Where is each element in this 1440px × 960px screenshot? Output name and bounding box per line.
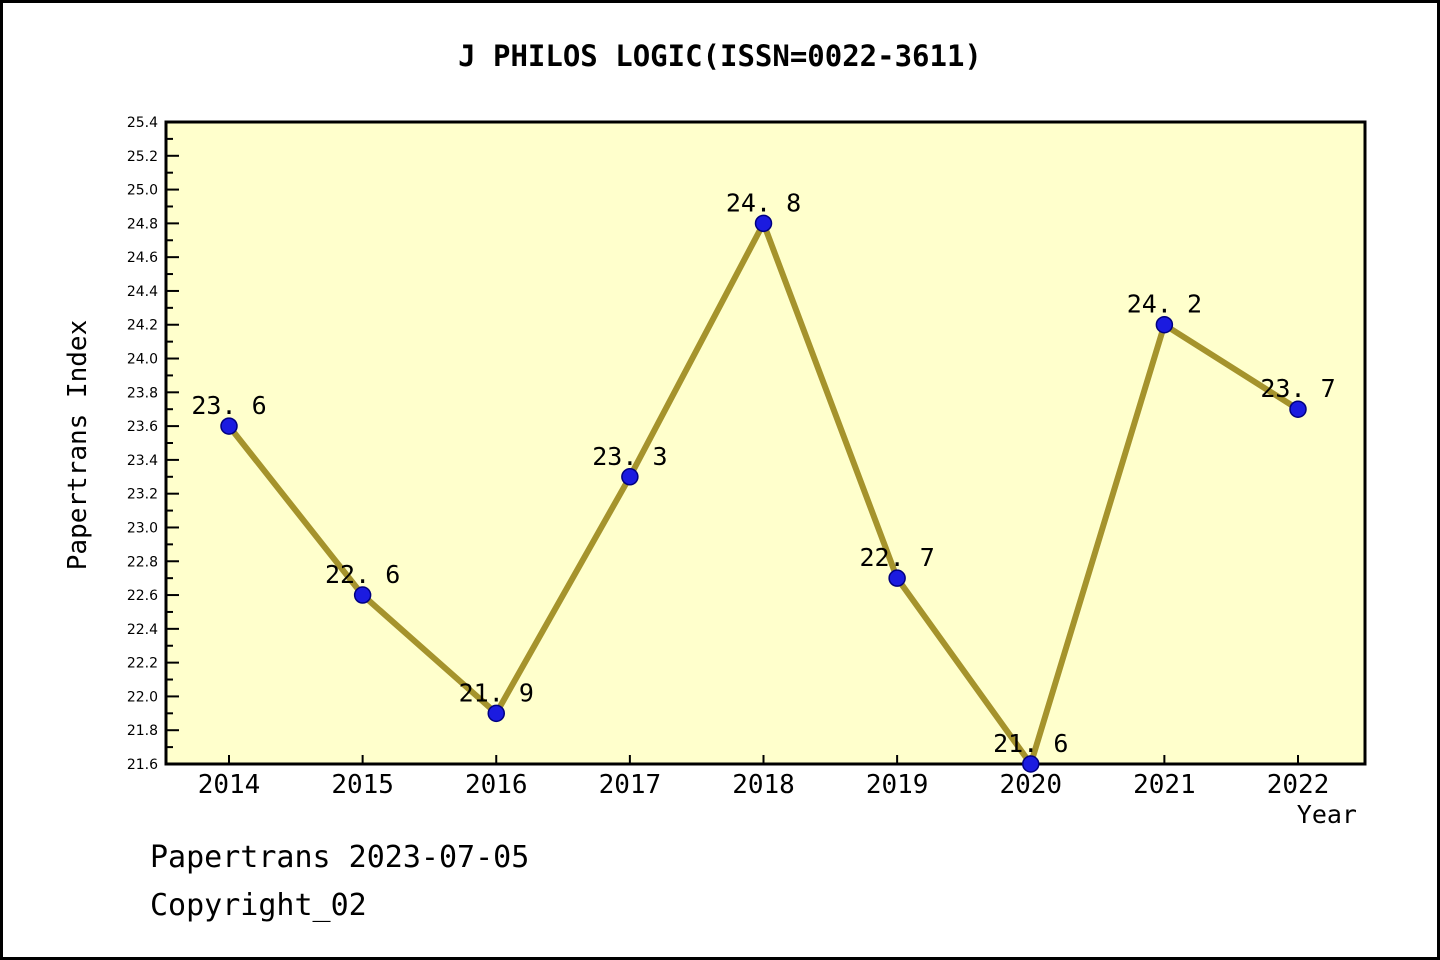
data-point bbox=[1155, 315, 1174, 334]
footer-date: Papertrans 2023-07-05 bbox=[150, 840, 530, 875]
y-tick-label: 23.4 bbox=[127, 453, 158, 469]
x-tick-label: 2020 bbox=[999, 770, 1062, 800]
data-point bbox=[1289, 400, 1307, 418]
data-point-label: 22. 7 bbox=[859, 543, 934, 572]
x-tick-label: 2014 bbox=[198, 770, 261, 800]
data-point bbox=[621, 468, 639, 486]
y-tick-label: 22.4 bbox=[127, 622, 158, 638]
y-tick-label: 23.2 bbox=[127, 487, 158, 503]
y-tick-label: 25.2 bbox=[127, 149, 158, 165]
x-tick-label: 2017 bbox=[599, 770, 662, 800]
plot-border bbox=[164, 120, 1367, 766]
y-tick-label: 23.8 bbox=[127, 385, 158, 401]
plot-area: 21.6 21.8 22.0 22.2 22.4 22.6 22.8 23.0 23.2 23.4… bbox=[127, 115, 1367, 800]
data-point bbox=[1022, 755, 1040, 773]
x-tick-label: 2021 bbox=[1133, 770, 1196, 800]
x-tick-label: 2015 bbox=[331, 770, 394, 800]
x-tick-label: 2022 bbox=[1267, 770, 1330, 800]
x-tick-label: 2016 bbox=[465, 770, 528, 800]
x-tick-label: 2018 bbox=[732, 770, 795, 800]
y-tick-label: 24.0 bbox=[127, 352, 158, 368]
data-point-label: 23. 3 bbox=[592, 442, 667, 471]
y-tick-label: 22.6 bbox=[127, 588, 158, 604]
data-point bbox=[220, 417, 238, 435]
y-tick-label: 25.4 bbox=[127, 115, 158, 131]
y-tick-label: 24.6 bbox=[127, 250, 158, 266]
data-point-label: 24. 2 bbox=[1127, 290, 1202, 319]
data-point bbox=[888, 569, 906, 587]
y-tick-label: 24.2 bbox=[127, 318, 158, 334]
data-point-label: 21. 6 bbox=[993, 729, 1068, 758]
y-tick-label: 22.0 bbox=[127, 689, 158, 705]
y-tick-label: 24.4 bbox=[127, 284, 158, 300]
chart-title: J PHILOS LOGIC(ISSN=0022-3611) bbox=[458, 39, 982, 73]
y-tick-label: 23.0 bbox=[127, 520, 158, 536]
data-point-label: 23. 6 bbox=[191, 391, 266, 420]
data-point-label: 21. 9 bbox=[459, 678, 534, 707]
y-tick-label: 24.8 bbox=[127, 216, 158, 232]
x-tick-label: 2019 bbox=[866, 770, 929, 800]
y-tick-label: 22.8 bbox=[127, 554, 158, 570]
y-tick-label: 21.6 bbox=[127, 757, 158, 773]
y-tick-label: 25.0 bbox=[127, 183, 158, 199]
y-tick-label: 21.8 bbox=[127, 723, 158, 739]
x-axis-label: Year bbox=[1296, 800, 1357, 829]
y-tick-label: 23.6 bbox=[127, 419, 158, 435]
footer-copyright: Copyright_02 bbox=[150, 888, 367, 923]
data-point-label: 24. 8 bbox=[726, 188, 801, 217]
data-point bbox=[754, 214, 773, 233]
data-point-label: 23. 7 bbox=[1260, 374, 1335, 403]
data-point-label: 22. 6 bbox=[325, 560, 400, 589]
data-point bbox=[487, 704, 505, 723]
data-point bbox=[353, 586, 372, 604]
y-tick-label: 22.2 bbox=[127, 656, 158, 672]
y-axis-label: Papertrans Index bbox=[63, 319, 93, 571]
